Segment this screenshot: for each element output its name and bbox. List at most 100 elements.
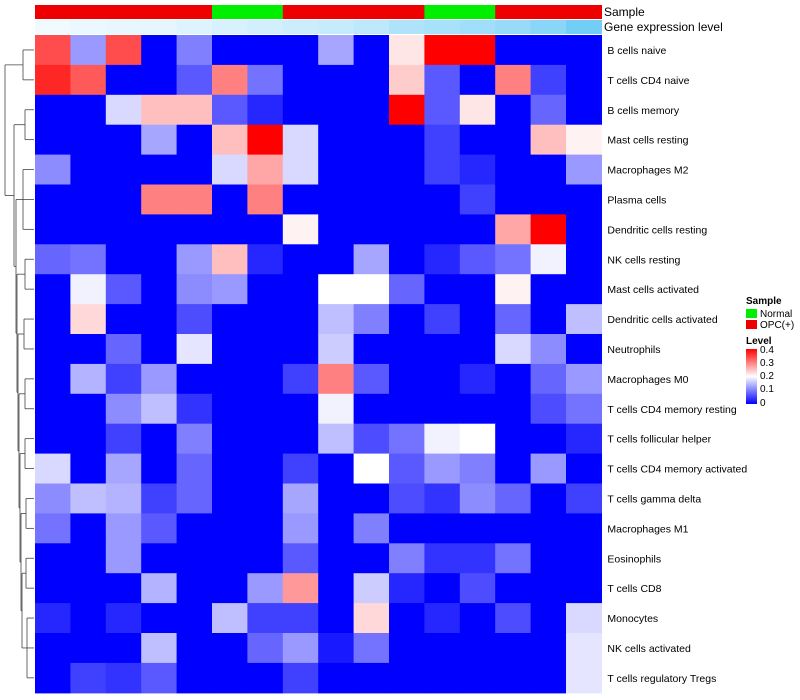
heatmap-cell	[141, 453, 178, 485]
heatmap-cell	[247, 274, 284, 305]
heatmap-cell	[318, 334, 355, 365]
expression-cell	[459, 20, 496, 34]
heatmap-cell	[212, 35, 248, 66]
heatmap-cell	[459, 483, 496, 514]
heatmap-cell	[495, 154, 532, 186]
heatmap-cell	[282, 94, 319, 126]
heatmap-cell	[105, 244, 142, 275]
sample-cell	[176, 5, 213, 19]
heatmap-cell	[495, 603, 532, 634]
heatmap-cell	[424, 453, 461, 485]
heatmap-cell	[70, 513, 107, 544]
heatmap-cell	[247, 334, 284, 365]
heatmap-cell	[212, 154, 248, 186]
heatmap-cell	[212, 244, 248, 275]
heatmap-cell	[176, 184, 213, 215]
heatmap-cell	[566, 393, 602, 425]
heatmap-cell	[495, 453, 532, 485]
heatmap-cell	[318, 543, 355, 574]
heatmap-cell	[318, 363, 355, 395]
heatmap-cell	[35, 513, 71, 544]
heatmap-cell	[105, 94, 142, 126]
heatmap-cell	[459, 154, 496, 186]
heatmap-cell	[70, 423, 107, 455]
expression-cell	[389, 20, 425, 34]
heatmap-cell	[35, 603, 71, 634]
heatmap-cell	[495, 64, 532, 96]
expression-cell	[70, 20, 107, 34]
heatmap-cell	[212, 573, 248, 604]
row-label: Neutrophils	[607, 344, 660, 356]
heatmap-cell	[247, 513, 284, 544]
heatmap-cell	[530, 244, 567, 275]
expression-cell	[424, 20, 461, 34]
expression-cell	[566, 20, 602, 34]
heatmap-cell	[212, 423, 248, 455]
sample-cell	[141, 5, 178, 19]
heatmap-cell	[566, 363, 602, 395]
heatmap-cell	[282, 543, 319, 574]
heatmap-cell	[35, 64, 71, 96]
row-label: Macrophages M0	[607, 374, 688, 386]
heatmap-cell	[424, 543, 461, 574]
heatmap-cell	[353, 214, 390, 245]
heatmap-cell	[566, 64, 602, 96]
heatmap-cell	[282, 393, 319, 425]
row-label: Mast cells activated	[607, 284, 699, 296]
heatmap-cell	[530, 184, 567, 215]
heatmap-cell	[530, 633, 567, 664]
sample-track-label: Sample	[604, 5, 645, 19]
heatmap-cell	[353, 274, 390, 305]
heatmap-cell	[459, 633, 496, 664]
heatmap-cell	[105, 662, 142, 694]
heatmap-cell	[105, 35, 142, 66]
row-label: NK cells resting	[607, 254, 680, 266]
heatmap-cell	[105, 274, 142, 305]
heatmap-cell	[70, 304, 107, 335]
heatmap-cell	[424, 244, 461, 275]
heatmap-cell	[424, 662, 461, 694]
heatmap-cell	[530, 453, 567, 485]
heatmap-cell	[424, 154, 461, 186]
heatmap-cell	[105, 363, 142, 395]
heatmap-cell	[389, 124, 425, 156]
heatmap-cell	[389, 633, 425, 664]
heatmap-cell	[70, 603, 107, 634]
heatmap-cell	[105, 334, 142, 365]
heatmap-cell	[176, 662, 213, 694]
heatmap-cell	[566, 334, 602, 365]
heatmap-cell	[459, 124, 496, 156]
heatmap-cell	[318, 154, 355, 186]
heatmap-cell	[389, 304, 425, 335]
heatmap-cell	[247, 124, 284, 156]
row-labels: B cells naive T cells CD4 naive B cells me…	[607, 45, 747, 685]
heatmap-cell	[459, 423, 496, 455]
legend-normal-label: Normal	[760, 309, 792, 320]
heatmap-cell	[35, 304, 71, 335]
heatmap-cell	[176, 393, 213, 425]
heatmap-cell	[495, 633, 532, 664]
heatmap-cell	[318, 423, 355, 455]
heatmap-cell	[495, 334, 532, 365]
heatmap-cell	[353, 573, 390, 604]
level-tick-0-3: 0.3	[760, 358, 774, 369]
heatmap-cell	[141, 244, 178, 275]
row-label: T cells regulatory Tregs	[607, 673, 716, 685]
heatmap-cell	[530, 603, 567, 634]
heatmap-cell	[566, 35, 602, 66]
heatmap-cell	[282, 423, 319, 455]
heatmap-cell	[70, 393, 107, 425]
heatmap-cell	[530, 274, 567, 305]
heatmap-cell	[424, 393, 461, 425]
heatmap-cell	[176, 453, 213, 485]
heatmap-cell	[105, 124, 142, 156]
heatmap-cell	[70, 124, 107, 156]
row-label: T cells CD4 memory activated	[607, 464, 747, 476]
heatmap-cell	[566, 633, 602, 664]
heatmap-cell	[247, 423, 284, 455]
heatmap-cell	[495, 363, 532, 395]
heatmap-cell	[530, 214, 567, 245]
heatmap-cell	[424, 184, 461, 215]
heatmap-cell	[424, 513, 461, 544]
heatmap-cell	[566, 453, 602, 485]
